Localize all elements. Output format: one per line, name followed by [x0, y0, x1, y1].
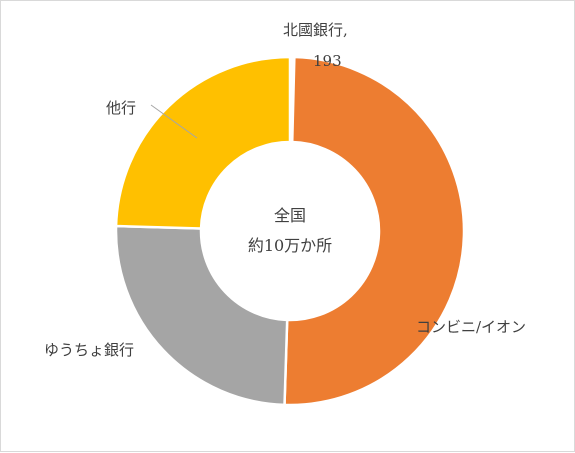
- label-hokkoku-value: 193: [313, 52, 342, 70]
- label-other: 他行: [106, 99, 136, 117]
- slice-yucho: [114, 224, 289, 407]
- label-conveni: コンビニ/イオン: [416, 318, 526, 336]
- center-text-line1: 全国: [274, 206, 306, 225]
- slice-conveni: [283, 55, 466, 407]
- center-text-line2: 約10万か所: [248, 236, 332, 255]
- label-hokkoku-name: 北國銀行,: [283, 21, 348, 39]
- leader-line-other: [150, 104, 198, 139]
- label-yucho: ゆうちょ銀行: [44, 341, 134, 359]
- slice-other: [114, 55, 292, 230]
